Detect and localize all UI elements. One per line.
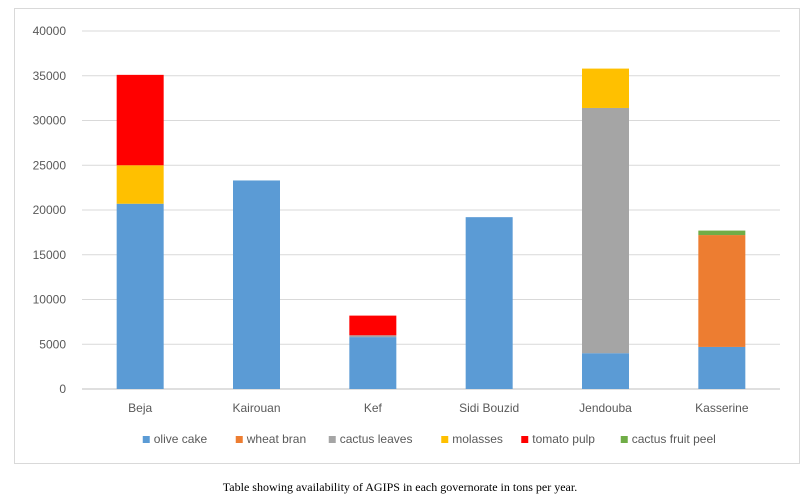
- x-tick-label: Kairouan: [232, 401, 280, 415]
- y-tick-label: 20000: [33, 203, 67, 217]
- bar-segment-tomato-pulp: [116, 74, 164, 166]
- x-tick-label: Sidi Bouzid: [459, 401, 519, 415]
- legend-label: cactus leaves: [340, 432, 413, 446]
- bar-segment-wheat-bran: [698, 235, 746, 347]
- bar-segment-olive-cake: [233, 180, 280, 389]
- y-tick-label: 40000: [33, 24, 67, 38]
- bar-segment-tomato-pulp: [349, 315, 397, 336]
- y-tick-label: 35000: [33, 69, 67, 83]
- x-tick-label: Kasserine: [695, 401, 749, 415]
- legend-label: molasses: [452, 432, 503, 446]
- y-tick-label: 30000: [33, 114, 67, 128]
- legend-swatch: [521, 436, 529, 443]
- x-tick-label: Beja: [128, 401, 152, 415]
- legend-swatch: [328, 436, 336, 443]
- y-tick-label: 25000: [33, 158, 67, 172]
- legend-label: tomato pulp: [532, 432, 595, 446]
- legend-label: wheat bran: [246, 432, 306, 446]
- bar-segment-olive-cake: [349, 337, 397, 389]
- y-tick-label: 15000: [33, 248, 67, 262]
- legend-swatch: [620, 436, 628, 443]
- bar-segment-olive-cake: [698, 346, 746, 389]
- legend-swatch: [235, 436, 243, 443]
- bar-segment-cactus-leaves: [349, 335, 397, 338]
- y-tick-label: 10000: [33, 293, 67, 307]
- legend-label: olive cake: [154, 432, 208, 446]
- x-tick-label: Jendouba: [579, 401, 632, 415]
- bar-segment-olive-cake: [465, 217, 513, 389]
- bar-segment-olive-cake: [116, 203, 164, 389]
- y-tick-label: 5000: [39, 337, 66, 351]
- legend-swatch: [441, 436, 449, 443]
- chart-caption: Table showing availability of AGIPS in e…: [222, 480, 578, 494]
- x-tick-label: Kef: [364, 401, 383, 415]
- bar-segment-olive-cake: [582, 353, 629, 389]
- bar-segment-cactus-fruit-peel: [698, 230, 746, 236]
- bar-segment-cactus-leaves: [582, 107, 629, 354]
- bar-segment-molasses: [116, 165, 164, 204]
- bar-segment-molasses: [582, 68, 629, 108]
- legend-swatch: [142, 436, 150, 443]
- y-tick-label: 0: [59, 382, 66, 396]
- legend-label: cactus fruit peel: [632, 432, 716, 446]
